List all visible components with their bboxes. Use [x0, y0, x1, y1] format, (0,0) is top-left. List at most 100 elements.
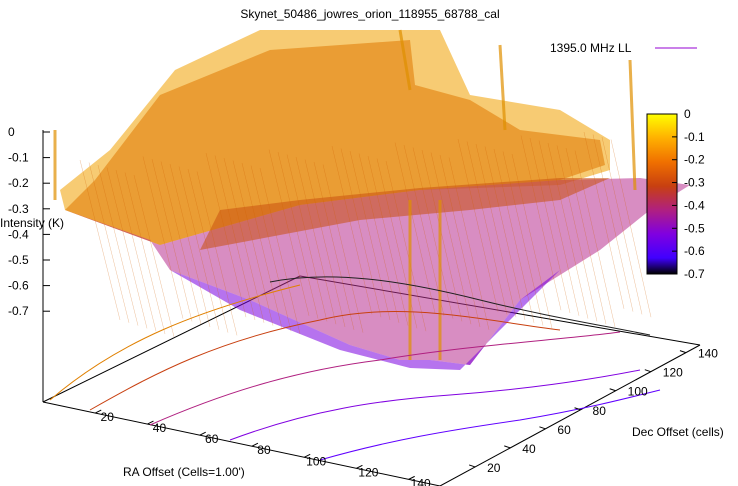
- mesh-line: [493, 148, 535, 323]
- y-tick-mark: [644, 369, 651, 373]
- mesh-line: [358, 153, 400, 323]
- mesh-line: [547, 142, 589, 319]
- y-tick-mark: [574, 407, 581, 411]
- mesh-line: [133, 174, 175, 337]
- mesh-line: [322, 164, 364, 333]
- mesh-line: [205, 152, 247, 318]
- mesh-line: [178, 166, 220, 330]
- x-tick-mark: [356, 464, 363, 469]
- mesh-line: [187, 168, 229, 333]
- x-axis-label: RA Offset (Cells=1.00'): [123, 465, 245, 479]
- colorbar: 0 -0.1 -0.2 -0.3 -0.4 -0.5 -0.6 -0.7: [646, 107, 705, 281]
- mesh-line: [142, 156, 184, 319]
- mesh-line: [286, 154, 328, 322]
- mesh-line: [79, 159, 121, 321]
- colorbar-tick-label: -0.7: [684, 267, 705, 281]
- mesh-line: [88, 162, 130, 323]
- y-tick-label: 20: [487, 461, 501, 475]
- mesh-line: [538, 140, 580, 316]
- surface-patch: [65, 40, 605, 245]
- x-tick-label: 100: [306, 454, 326, 468]
- mesh-line: [430, 152, 472, 325]
- surface-mesh: [53, 29, 690, 370]
- legend: 1395.0 MHz LL: [550, 41, 697, 55]
- z-tick-label: -0.4: [8, 227, 29, 241]
- y-tick-mark: [679, 350, 687, 354]
- mesh-line: [403, 144, 445, 316]
- mesh-line: [421, 149, 463, 322]
- mesh-line: [151, 158, 193, 322]
- mesh-line: [250, 165, 292, 332]
- y-tick-label: 40: [522, 442, 536, 456]
- mesh-line: [268, 149, 310, 316]
- mesh-line: [232, 160, 274, 326]
- mesh-line: [349, 150, 391, 321]
- x-tick-mark: [408, 475, 415, 480]
- contour-line: [269, 276, 651, 336]
- y-tick-label: 140: [698, 347, 718, 361]
- mesh-line: [304, 159, 346, 328]
- colorbar-ticks: 0 -0.1 -0.2 -0.3 -0.4 -0.5 -0.6 -0.7: [672, 107, 705, 281]
- contour-lines: [49, 276, 661, 461]
- y-tick-mark: [468, 464, 476, 468]
- mesh-line: [385, 160, 427, 332]
- mesh-line: [169, 163, 211, 328]
- contour-line: [49, 284, 301, 401]
- mesh-line: [367, 155, 409, 326]
- surface-patch: [200, 178, 610, 250]
- mesh-line: [457, 138, 499, 312]
- x-tick-label: 120: [358, 465, 378, 479]
- y-axis-ticks: 20 40 60 80 100 120 140: [468, 347, 718, 475]
- mesh-line: [331, 145, 373, 315]
- x-tick-label: 60: [205, 432, 219, 446]
- base-front-edge: [42, 401, 441, 486]
- mesh-line: [583, 131, 625, 309]
- mesh-line: [466, 141, 508, 315]
- mesh-line: [529, 137, 571, 314]
- x-tick-mark: [147, 420, 154, 425]
- y-tick-label: 80: [593, 404, 607, 418]
- x-tick-label: 40: [153, 421, 167, 435]
- y-tick-label: 100: [628, 385, 648, 399]
- mesh-line: [475, 143, 517, 318]
- mesh-line: [196, 171, 238, 336]
- surface-spike: [398, 29, 412, 91]
- mesh-line: [340, 148, 382, 318]
- contour-line: [89, 310, 561, 411]
- x-tick-label: 140: [411, 476, 431, 486]
- colorbar-gradient: [646, 113, 678, 275]
- surface-patch: [65, 178, 690, 365]
- mesh-line: [412, 147, 454, 319]
- mesh-line: [610, 139, 652, 318]
- colorbar-tick-label: -0.5: [684, 221, 705, 235]
- z-axis-ticks: 0 -0.1 -0.2 -0.3 -0.4 -0.5 -0.6 -0.7: [8, 125, 50, 318]
- x-tick-label: 80: [257, 443, 271, 457]
- y-tick-mark: [609, 388, 616, 392]
- mesh-line: [106, 167, 148, 329]
- z-tick-label: -0.3: [8, 202, 29, 216]
- mesh-line: [160, 161, 202, 325]
- contour-line: [229, 369, 641, 441]
- x-tick-mark: [251, 442, 259, 447]
- y-axis-label: Dec Offset (cells): [632, 425, 724, 439]
- mesh-line: [295, 156, 337, 325]
- mesh-line: [214, 155, 256, 321]
- y-tick-mark: [504, 445, 511, 449]
- y-tick-label: 120: [663, 366, 683, 380]
- contour-line: [149, 331, 621, 426]
- x-tick-mark: [95, 409, 102, 414]
- colorbar-tick-label: -0.4: [684, 198, 705, 212]
- x-tick-label: 20: [101, 410, 115, 424]
- mesh-line: [277, 151, 319, 319]
- mesh-line: [241, 162, 283, 329]
- chart-title: Skynet_50486_jowres_orion_118955_68788_c…: [240, 7, 499, 21]
- surface-spike: [498, 44, 507, 131]
- mesh-line: [313, 161, 355, 330]
- x-axis-ticks: 20 40 60 80 100 120 140: [95, 409, 431, 486]
- z-tick-label: -0.6: [8, 279, 29, 293]
- mesh-line: [511, 153, 553, 329]
- mesh-line: [574, 150, 616, 328]
- x-tick-mark: [199, 431, 206, 436]
- base-right-edge: [439, 344, 701, 486]
